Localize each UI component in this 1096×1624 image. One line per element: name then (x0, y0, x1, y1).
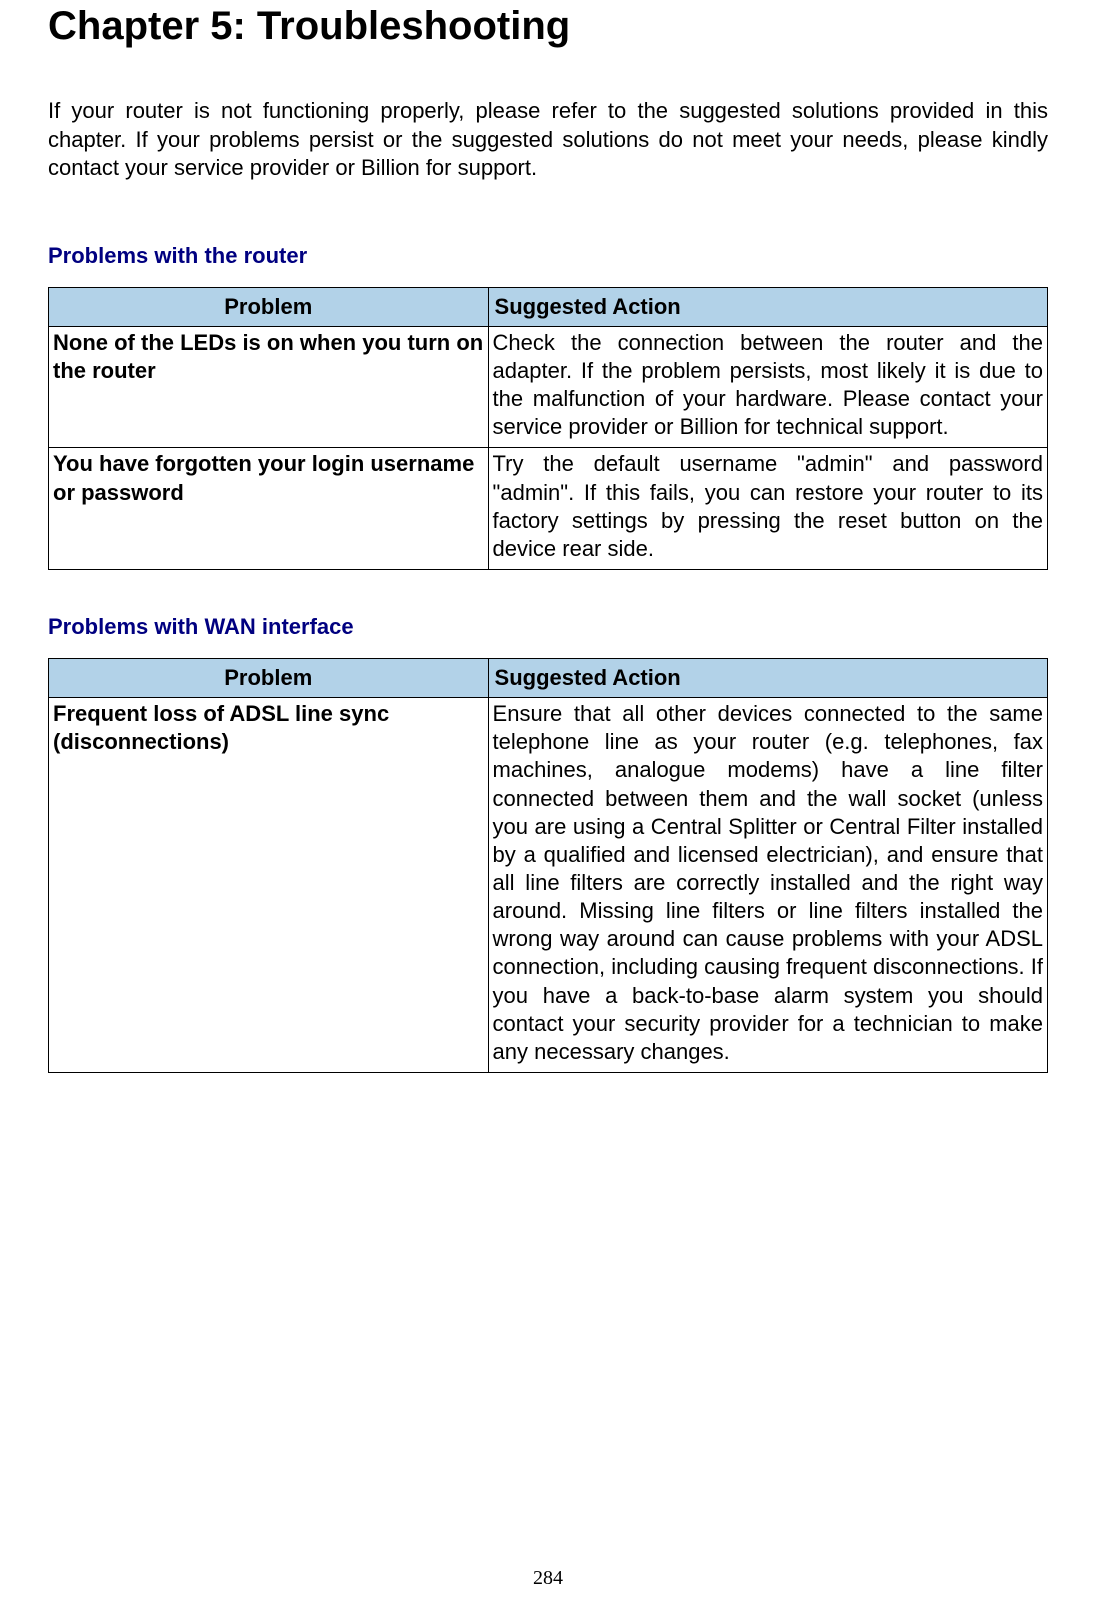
problem-cell: None of the LEDs is on when you turn on … (49, 326, 489, 448)
table-row: None of the LEDs is on when you turn on … (49, 326, 1048, 448)
table-header-row: Problem Suggested Action (49, 287, 1048, 326)
page-number: 284 (0, 1567, 1096, 1590)
chapter-title: Chapter 5: Troubleshooting (48, 0, 1048, 49)
table-row: Frequent loss of ADSL line sync (disconn… (49, 698, 1048, 1073)
col-header-action: Suggested Action (488, 287, 1047, 326)
col-header-problem: Problem (49, 287, 489, 326)
section-heading-router: Problems with the router (48, 243, 1048, 269)
action-cell: Ensure that all other devices connected … (488, 698, 1047, 1073)
table-header-row: Problem Suggested Action (49, 659, 1048, 698)
section-heading-wan: Problems with WAN interface (48, 614, 1048, 640)
problem-cell: Frequent loss of ADSL line sync (disconn… (49, 698, 489, 1073)
col-header-problem: Problem (49, 659, 489, 698)
action-cell: Try the default username "admin" and pas… (488, 448, 1047, 570)
col-header-action: Suggested Action (488, 659, 1047, 698)
table-router-problems: Problem Suggested Action None of the LED… (48, 287, 1048, 570)
problem-cell: You have forgotten your login username o… (49, 448, 489, 570)
page-content: Chapter 5: Troubleshooting If your route… (0, 0, 1096, 1073)
table-wan-problems: Problem Suggested Action Frequent loss o… (48, 658, 1048, 1073)
intro-paragraph: If your router is not functioning proper… (48, 97, 1048, 183)
action-cell: Check the connection between the router … (488, 326, 1047, 448)
table-row: You have forgotten your login username o… (49, 448, 1048, 570)
